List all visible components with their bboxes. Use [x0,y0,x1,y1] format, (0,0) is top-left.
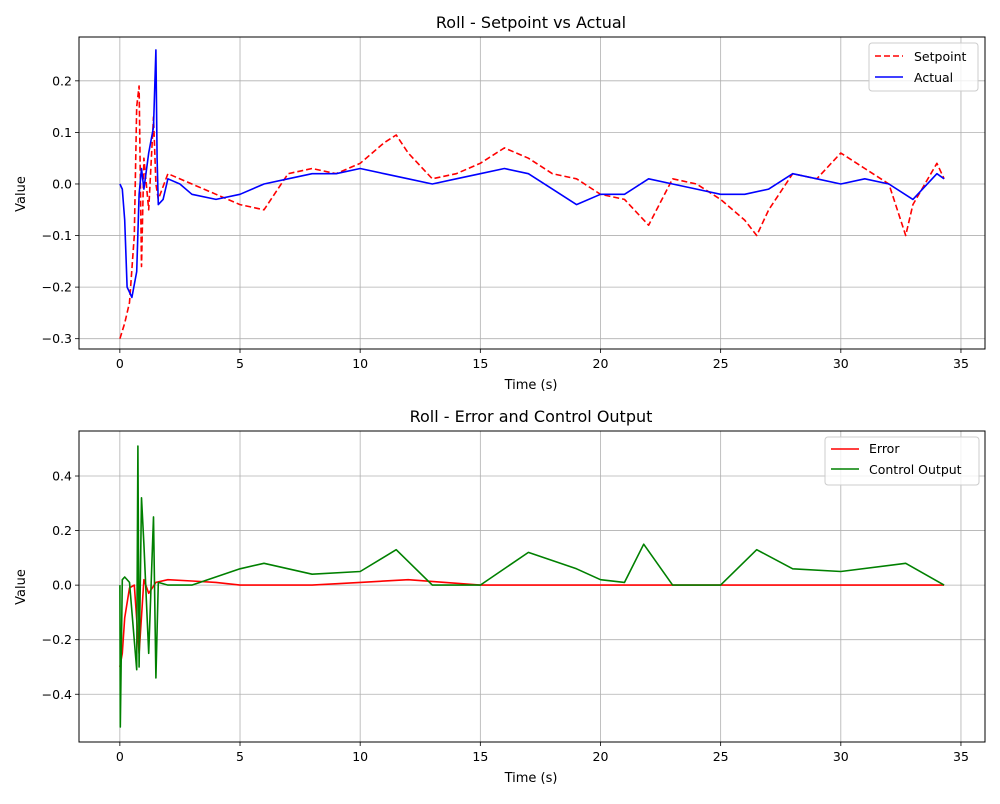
y-tick-label: 0.0 [52,176,72,191]
y-tick-label: −0.2 [42,632,72,647]
y-tick-label: −0.1 [42,228,72,243]
x-tick-label: 15 [472,356,488,371]
x-tick-label: 20 [593,356,609,371]
y-tick-label: 0.2 [52,73,72,88]
x-tick-label: 10 [352,749,368,764]
x-tick-label: 25 [713,749,729,764]
y-axis-label: Value [14,569,29,605]
chart-title: Roll - Setpoint vs Actual [436,13,626,32]
x-tick-label: 30 [833,356,849,371]
plot-frame [78,430,986,743]
x-axis-label: Time (s) [504,378,558,393]
x-tick-label: 5 [236,356,244,371]
legend-box [868,42,979,92]
y-tick-label: −0.4 [42,687,72,702]
legend-label-setpoint: Setpoint [914,49,967,64]
y-tick-label: 0.0 [52,578,72,593]
y-tick-label: −0.3 [42,331,72,346]
legend-label-control-output: Control Output [869,462,962,477]
y-tick-label: 0.2 [52,523,72,538]
x-tick-label: 0 [116,356,124,371]
y-tick-label: 0.4 [52,469,72,484]
x-tick-label: 30 [833,749,849,764]
axes-top: Roll - Setpoint vs Actual Time (s) Value… [14,13,986,393]
axes-bottom: Roll - Error and Control Output Time (s)… [14,407,986,786]
x-tick-label: 20 [593,749,609,764]
legend: Error Control Output [824,436,980,486]
x-tick-label: 35 [953,356,969,371]
chart-title: Roll - Error and Control Output [410,407,653,426]
legend-label-error: Error [869,441,900,456]
series-line-control-output [119,445,945,728]
series-line-actual [119,49,945,299]
legend: Setpoint Actual [868,42,979,92]
x-tick-label: 15 [472,749,488,764]
y-tick-label: −0.2 [42,280,72,295]
legend-box [824,436,980,486]
x-tick-label: 25 [713,356,729,371]
series-line-error [119,578,945,668]
x-axis-label: Time (s) [504,771,558,786]
x-tick-label: 5 [236,749,244,764]
y-tick-label: 0.1 [52,125,72,140]
x-tick-label: 35 [953,749,969,764]
y-axis-label: Value [14,176,29,212]
plot-frame [78,36,986,350]
x-tick-label: 0 [116,749,124,764]
legend-label-actual: Actual [914,70,953,85]
series-line-setpoint [119,85,945,339]
x-tick-label: 10 [352,356,368,371]
